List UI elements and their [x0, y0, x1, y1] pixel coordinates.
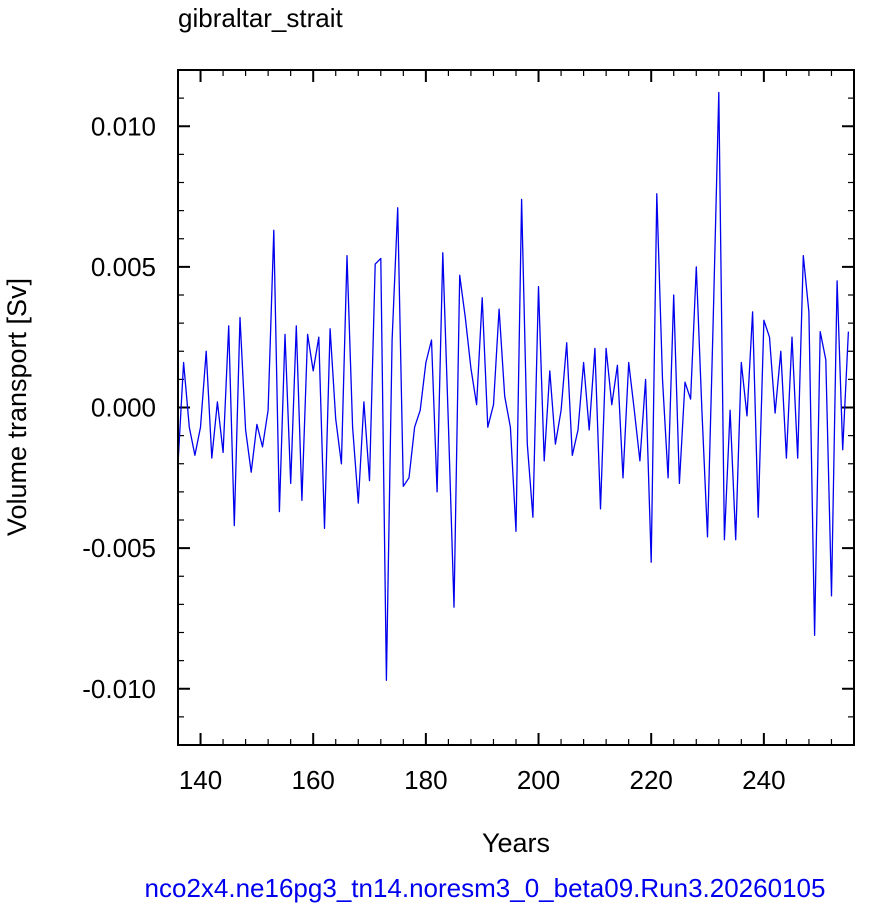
x-tick-label: 180 — [404, 765, 447, 795]
x-axis-ticks — [177, 70, 855, 745]
x-tick-label: 240 — [742, 765, 785, 795]
y-axis-ticks — [178, 69, 854, 746]
x-axis-label: Years — [482, 828, 550, 858]
chart-title: gibraltar_strait — [178, 3, 344, 33]
y-tick-label: 0.000 — [91, 393, 156, 423]
x-axis-tick-labels: 140 160 180 200 220 240 — [179, 765, 786, 795]
y-tick-label: -0.005 — [82, 533, 156, 563]
y-tick-label: -0.010 — [82, 674, 156, 704]
y-axis-label: Volume transport [Sv] — [2, 278, 32, 536]
x-tick-label: 140 — [179, 765, 222, 795]
x-tick-label: 200 — [517, 765, 560, 795]
y-tick-label: 0.010 — [91, 111, 156, 141]
x-tick-label: 160 — [292, 765, 335, 795]
run-id-footer: nco2x4.ne16pg3_tn14.noresm3_0_beta09.Run… — [145, 873, 826, 903]
x-tick-label: 220 — [630, 765, 673, 795]
plot-frame — [177, 69, 855, 746]
y-tick-label: 0.005 — [91, 252, 156, 282]
y-axis-tick-labels: -0.010 -0.005 0.000 0.005 0.010 — [82, 111, 156, 704]
data-series-line — [177, 91, 850, 681]
